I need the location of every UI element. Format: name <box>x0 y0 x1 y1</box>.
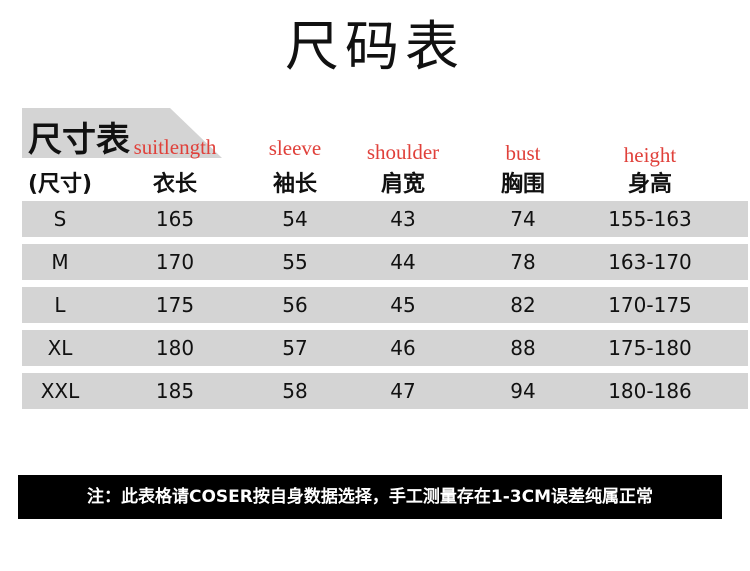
column-header: (尺寸) <box>27 172 93 197</box>
table-cell: L <box>54 293 66 317</box>
table-cell: 82 <box>510 293 536 317</box>
column-english-label: suitlength <box>133 135 217 159</box>
column-header: 衣长 <box>152 172 198 197</box>
table-cell: 175 <box>155 293 195 317</box>
table-row: XXL 185 58 47 94 180-186 <box>22 373 748 409</box>
column-header: 身高 <box>627 172 673 197</box>
column-header: 袖长 <box>272 172 318 197</box>
table-cell: 88 <box>510 336 536 360</box>
table-cell: 163-170 <box>608 250 692 274</box>
table-cell: 165 <box>155 207 195 231</box>
note-banner: 注：此表格请COSER按自身数据选择，手工测量存在1-3CM误差纯属正常 <box>18 475 722 519</box>
table-cell: 78 <box>510 250 536 274</box>
table-cell: 58 <box>282 379 308 403</box>
table-cell: XL <box>47 336 73 360</box>
column-header: 胸围 <box>500 172 546 197</box>
table-cell: M <box>51 250 69 274</box>
page-title: 尺码表 <box>285 15 465 78</box>
table-cell: 94 <box>510 379 536 403</box>
table-cell: XXL <box>40 379 80 403</box>
table-cell: 43 <box>390 207 416 231</box>
table-cell: 180 <box>155 336 195 360</box>
table-cell: 180-186 <box>608 379 692 403</box>
table-cell: 55 <box>282 250 308 274</box>
table-cell: 46 <box>390 336 416 360</box>
table-cell: 57 <box>282 336 308 360</box>
table-row: XL 180 57 46 88 175-180 <box>22 330 748 366</box>
table-cell: 185 <box>155 379 195 403</box>
column-header: 肩宽 <box>380 172 426 197</box>
table-row: S 165 54 43 74 155-163 <box>22 201 748 237</box>
table-cell: 47 <box>390 379 416 403</box>
column-english-label: height <box>623 143 677 167</box>
table-row: L 175 56 45 82 170-175 <box>22 287 748 323</box>
table-cell: 44 <box>390 250 416 274</box>
table-cell: 175-180 <box>608 336 692 360</box>
table-label: 尺寸表 <box>28 120 130 160</box>
table-cell: 74 <box>510 207 536 231</box>
table-row: M 170 55 44 78 163-170 <box>22 244 748 280</box>
table-cell: 56 <box>282 293 308 317</box>
table-cell: 45 <box>390 293 416 317</box>
table-cell: 170-175 <box>608 293 692 317</box>
table-cell: 54 <box>282 207 308 231</box>
column-english-label: shoulder <box>366 140 440 164</box>
table-cell: 170 <box>155 250 195 274</box>
table-cell: S <box>53 207 67 231</box>
column-english-label: sleeve <box>268 136 322 160</box>
column-english-label: bust <box>505 141 541 165</box>
table-cell: 155-163 <box>608 207 692 231</box>
